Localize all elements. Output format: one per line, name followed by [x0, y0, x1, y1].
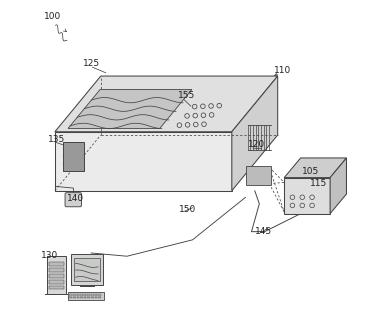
FancyBboxPatch shape: [74, 258, 100, 281]
Polygon shape: [284, 158, 346, 178]
FancyBboxPatch shape: [65, 193, 82, 207]
Polygon shape: [246, 165, 271, 185]
Text: 100: 100: [44, 12, 62, 21]
FancyBboxPatch shape: [91, 297, 94, 298]
Text: 115: 115: [310, 179, 327, 188]
FancyBboxPatch shape: [84, 297, 86, 298]
FancyBboxPatch shape: [49, 268, 64, 272]
Polygon shape: [68, 89, 192, 128]
FancyBboxPatch shape: [80, 297, 83, 298]
FancyBboxPatch shape: [80, 294, 83, 296]
Text: 120: 120: [248, 140, 264, 149]
FancyBboxPatch shape: [98, 297, 101, 298]
FancyBboxPatch shape: [73, 297, 75, 298]
Polygon shape: [55, 132, 232, 191]
Text: 130: 130: [41, 251, 59, 260]
Text: 150: 150: [179, 205, 197, 214]
Polygon shape: [284, 178, 330, 214]
FancyBboxPatch shape: [49, 262, 64, 266]
Polygon shape: [330, 158, 346, 214]
FancyBboxPatch shape: [69, 297, 72, 298]
FancyBboxPatch shape: [95, 294, 97, 296]
Polygon shape: [55, 76, 278, 132]
FancyBboxPatch shape: [49, 280, 64, 284]
Text: 140: 140: [67, 194, 84, 203]
FancyBboxPatch shape: [47, 256, 66, 294]
FancyBboxPatch shape: [87, 297, 90, 298]
FancyBboxPatch shape: [95, 297, 97, 298]
FancyBboxPatch shape: [68, 292, 104, 300]
FancyBboxPatch shape: [84, 294, 86, 296]
Text: 135: 135: [48, 135, 65, 144]
Text: 125: 125: [83, 59, 100, 68]
FancyBboxPatch shape: [98, 294, 101, 296]
FancyBboxPatch shape: [73, 294, 75, 296]
FancyBboxPatch shape: [49, 286, 64, 290]
FancyBboxPatch shape: [91, 294, 94, 296]
FancyBboxPatch shape: [87, 294, 90, 296]
Text: 145: 145: [255, 227, 272, 236]
FancyBboxPatch shape: [77, 294, 79, 296]
FancyBboxPatch shape: [70, 254, 103, 285]
Text: 155: 155: [178, 91, 195, 100]
Polygon shape: [232, 76, 278, 191]
FancyBboxPatch shape: [49, 274, 64, 278]
Text: 110: 110: [275, 66, 292, 75]
FancyBboxPatch shape: [69, 294, 72, 296]
Text: 105: 105: [302, 167, 320, 176]
FancyBboxPatch shape: [77, 297, 79, 298]
FancyBboxPatch shape: [63, 141, 84, 171]
